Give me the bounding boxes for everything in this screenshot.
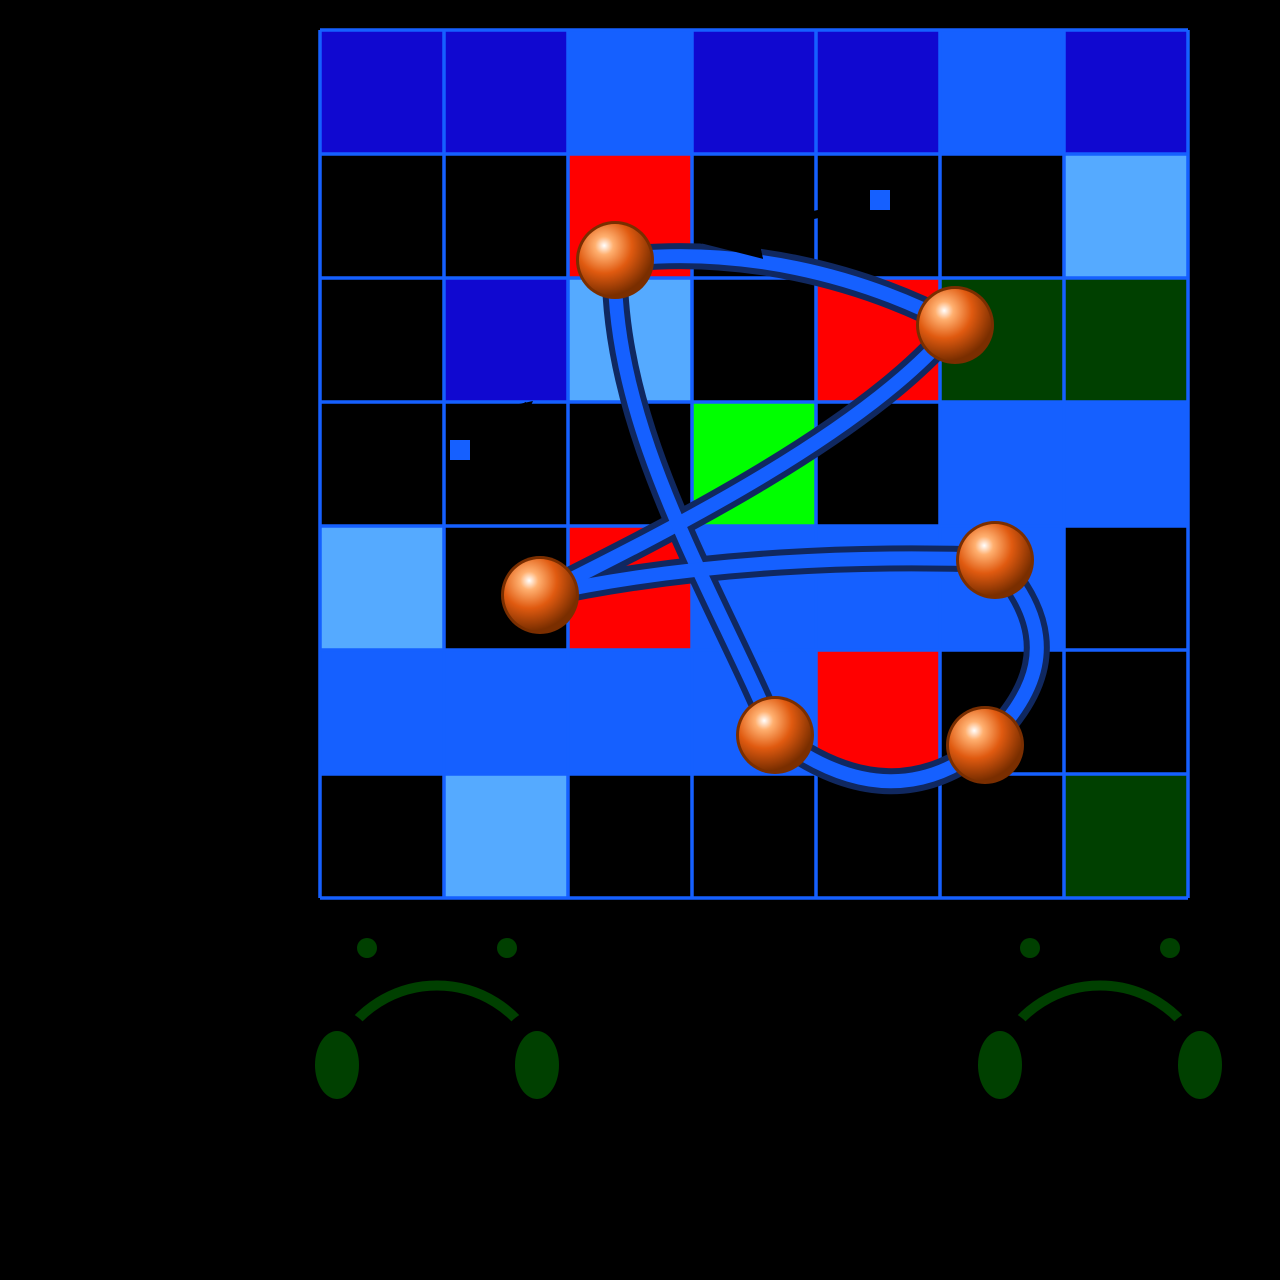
grid-cell	[1064, 30, 1188, 154]
square-marker	[868, 188, 892, 212]
grid-cell	[1064, 154, 1188, 278]
grid-cell	[940, 30, 1064, 154]
grid-cell	[568, 650, 692, 774]
network-node	[949, 709, 1021, 781]
grid-cell	[320, 278, 444, 402]
grid-cell	[816, 650, 940, 774]
grid-cell	[444, 30, 568, 154]
grid-cell	[320, 774, 444, 898]
grid-cell	[692, 278, 816, 402]
grid-cell	[816, 30, 940, 154]
grid-cell	[320, 30, 444, 154]
grid-cell	[816, 154, 940, 278]
grid-cell	[568, 30, 692, 154]
grid-cell	[444, 154, 568, 278]
network-node	[959, 524, 1031, 596]
diagram-root	[0, 0, 1280, 1280]
grid-cell	[692, 774, 816, 898]
grid-cell	[320, 402, 444, 526]
grid-cell	[1064, 774, 1188, 898]
grid-cell	[1064, 402, 1188, 526]
square-marker	[448, 438, 472, 462]
grid-cell	[320, 650, 444, 774]
network-node	[504, 559, 576, 631]
grid-cell	[816, 526, 940, 650]
grid-cell	[444, 774, 568, 898]
grid-cell	[940, 774, 1064, 898]
grid-cell	[1064, 526, 1188, 650]
grid-cell	[568, 774, 692, 898]
grid-cell	[444, 278, 568, 402]
grid-cell	[940, 402, 1064, 526]
network-node	[579, 224, 651, 296]
grid-cell	[1064, 650, 1188, 774]
grid-cell	[1064, 278, 1188, 402]
network-node	[739, 699, 811, 771]
grid-cell	[444, 650, 568, 774]
grid-cell	[320, 154, 444, 278]
grid-cell	[320, 526, 444, 650]
grid-cell	[940, 154, 1064, 278]
network-node	[919, 289, 991, 361]
grid-cell	[692, 30, 816, 154]
